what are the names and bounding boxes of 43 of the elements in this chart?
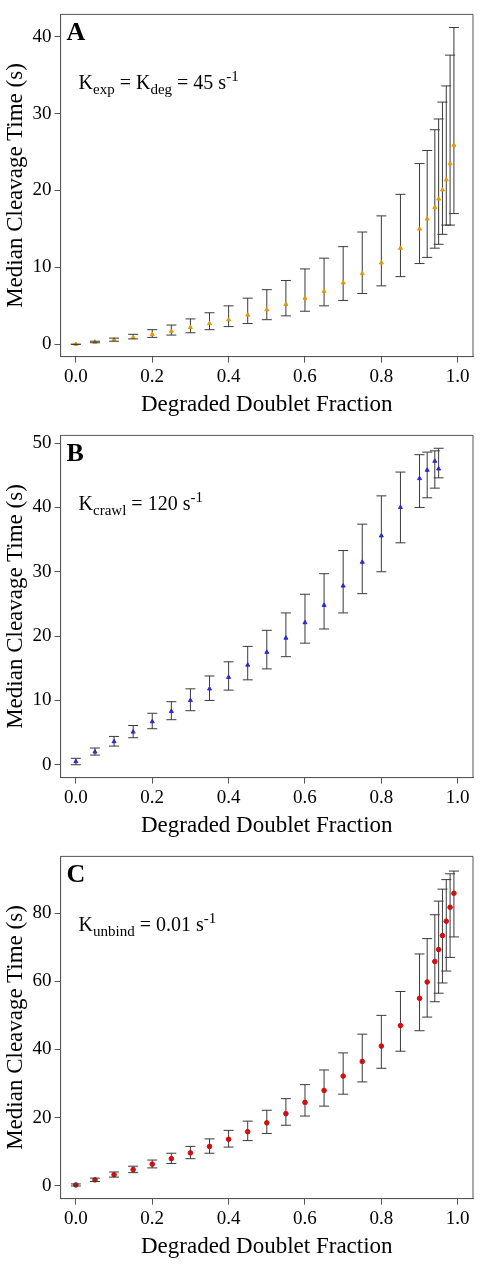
y-tick-label: 40 xyxy=(32,1037,52,1059)
y-tick-label: 80 xyxy=(32,901,52,923)
x-tick-label: 0.8 xyxy=(369,785,394,807)
chart-title: B xyxy=(66,438,84,468)
x-tick-label: 0.4 xyxy=(216,364,241,386)
y-tick-label: 60 xyxy=(32,969,52,991)
x-axis-title: Degraded Doublet Fraction xyxy=(140,1233,394,1259)
y-axis-title: Median Cleavage Time (s) xyxy=(1,905,27,1150)
y-tick-label: 30 xyxy=(32,559,52,581)
chart-title: C xyxy=(66,859,86,889)
x-tick-label: 0.2 xyxy=(140,1206,165,1228)
y-tick-label: 40 xyxy=(32,495,52,517)
y-tick-label: 10 xyxy=(32,688,52,710)
x-tick-label: 0.0 xyxy=(64,785,88,807)
y-tick-label: 20 xyxy=(32,178,52,200)
x-tick-label: 0.0 xyxy=(64,1206,88,1228)
y-tick-label: 20 xyxy=(32,624,52,646)
x-tick-label: 0.4 xyxy=(216,1206,241,1228)
y-tick-label: 20 xyxy=(32,1105,52,1127)
x-tick-label: 0.0 xyxy=(64,364,88,386)
y-tick-label: 30 xyxy=(32,101,52,123)
x-tick-label: 1.0 xyxy=(445,1206,470,1228)
y-axis-title: Median Cleavage Time (s) xyxy=(1,63,27,308)
x-tick-label: 1.0 xyxy=(445,785,470,807)
y-tick-label: 0 xyxy=(42,1173,52,1195)
x-tick-label: 0.6 xyxy=(293,364,317,386)
x-tick-label: 0.2 xyxy=(140,785,165,807)
x-axis-title: Degraded Doublet Fraction xyxy=(140,391,394,417)
x-tick-label: 0.6 xyxy=(293,1206,317,1228)
y-tick-label: 0 xyxy=(42,332,52,354)
y-tick-label: 10 xyxy=(32,255,52,277)
y-tick-label: 50 xyxy=(32,431,52,453)
x-tick-label: 0.2 xyxy=(140,364,165,386)
y-tick-label: 40 xyxy=(32,24,52,46)
x-tick-label: 0.8 xyxy=(369,364,394,386)
x-tick-label: 0.8 xyxy=(369,1206,394,1228)
x-tick-label: 1.0 xyxy=(445,364,470,386)
x-tick-label: 0.6 xyxy=(293,785,317,807)
y-axis-title: Median Cleavage Time (s) xyxy=(1,484,27,729)
chart-title: A xyxy=(66,17,86,47)
y-tick-label: 0 xyxy=(42,752,52,774)
x-axis-title: Degraded Doublet Fraction xyxy=(140,812,394,838)
x-tick-label: 0.4 xyxy=(216,785,241,807)
